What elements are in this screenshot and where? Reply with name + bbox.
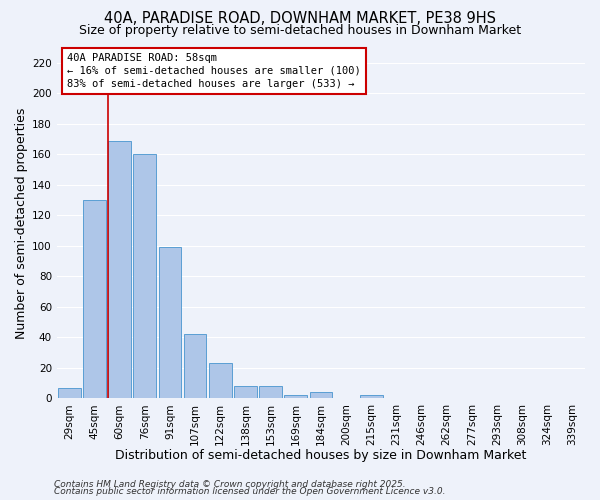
Text: 40A, PARADISE ROAD, DOWNHAM MARKET, PE38 9HS: 40A, PARADISE ROAD, DOWNHAM MARKET, PE38… [104,11,496,26]
Text: Size of property relative to semi-detached houses in Downham Market: Size of property relative to semi-detach… [79,24,521,37]
Y-axis label: Number of semi-detached properties: Number of semi-detached properties [15,107,28,338]
Bar [109,140,131,398]
Text: 40A PARADISE ROAD: 58sqm
← 16% of semi-detached houses are smaller (100)
83% of : 40A PARADISE ROAD: 58sqm ← 16% of semi-d… [67,53,361,89]
Bar [184,334,206,398]
X-axis label: Distribution of semi-detached houses by size in Downham Market: Distribution of semi-detached houses by … [115,450,527,462]
Bar [83,200,106,398]
Bar [234,386,257,398]
Bar [310,392,332,398]
Bar [209,364,232,398]
Bar [284,396,307,398]
Bar [259,386,282,398]
Bar [360,396,383,398]
Text: Contains HM Land Registry data © Crown copyright and database right 2025.: Contains HM Land Registry data © Crown c… [54,480,406,489]
Bar [58,388,80,398]
Bar [158,248,181,398]
Bar [133,154,156,398]
Text: Contains public sector information licensed under the Open Government Licence v3: Contains public sector information licen… [54,487,445,496]
